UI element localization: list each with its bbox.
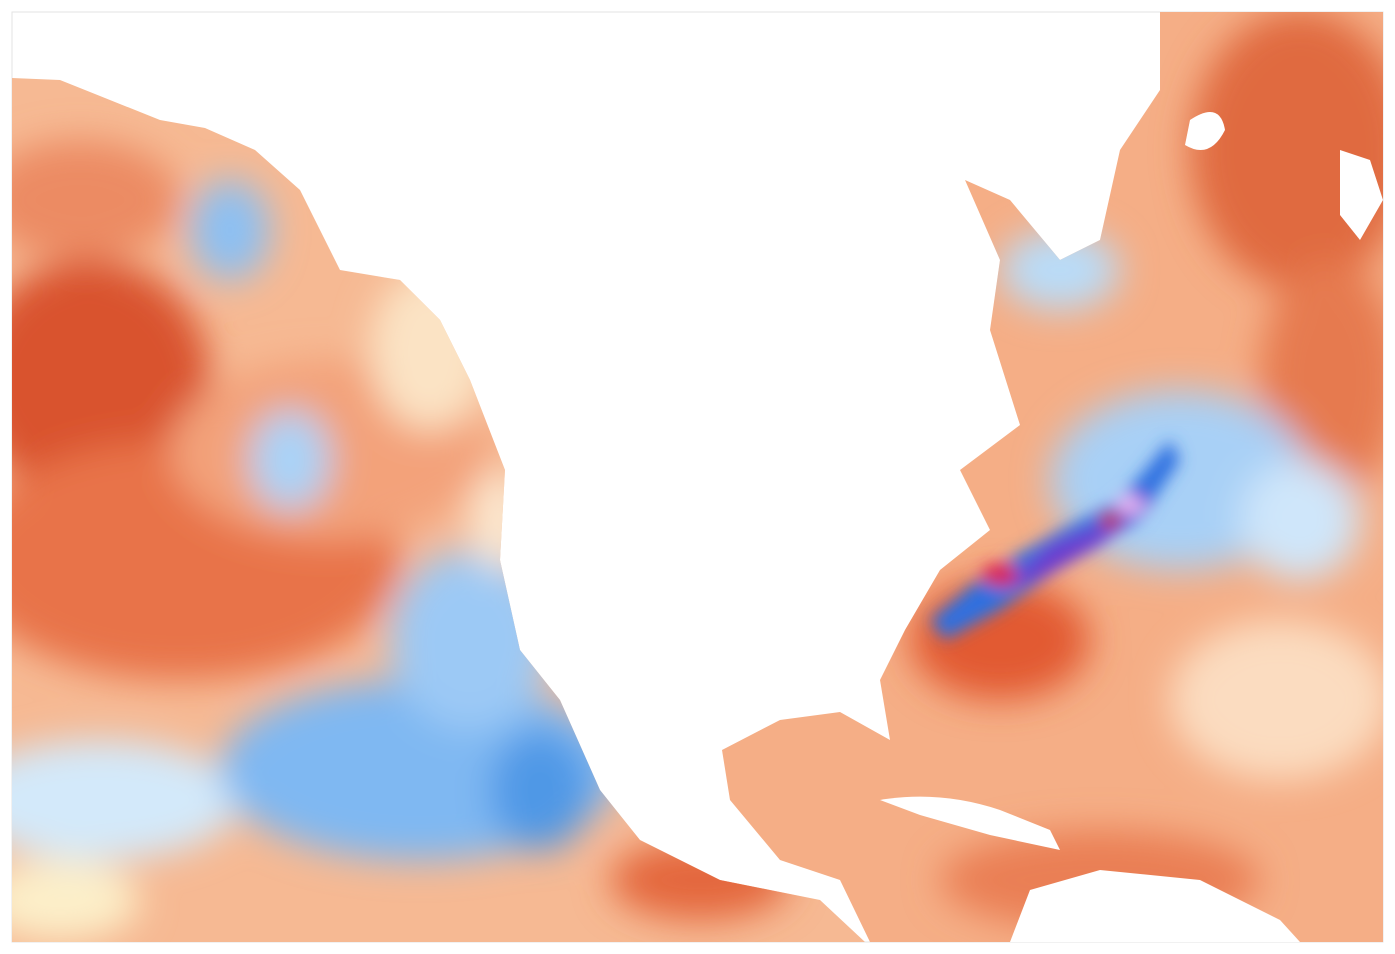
warm-eddy xyxy=(1100,512,1120,528)
land-patch xyxy=(1185,112,1225,150)
warm-anomaly xyxy=(12,140,180,260)
cool-anomaly xyxy=(1000,230,1120,310)
neutral-anomaly xyxy=(12,860,140,940)
warm-anomaly xyxy=(12,260,210,500)
atlantic-ocean xyxy=(722,12,1383,942)
cool-anomaly xyxy=(490,730,590,850)
cool-anomaly xyxy=(190,180,270,280)
gulf-stream-cool xyxy=(930,440,1180,640)
cool-anomaly xyxy=(1240,460,1360,580)
strong-cool-anomaly xyxy=(1116,495,1144,515)
cool-anomaly xyxy=(12,740,240,860)
neutral-anomaly xyxy=(1170,620,1383,780)
south-america-coast xyxy=(1010,870,1300,942)
caribbean-islands xyxy=(880,796,1060,850)
warm-eddy xyxy=(982,563,1018,587)
land-patch xyxy=(1340,150,1383,240)
cool-anomaly xyxy=(250,410,330,510)
